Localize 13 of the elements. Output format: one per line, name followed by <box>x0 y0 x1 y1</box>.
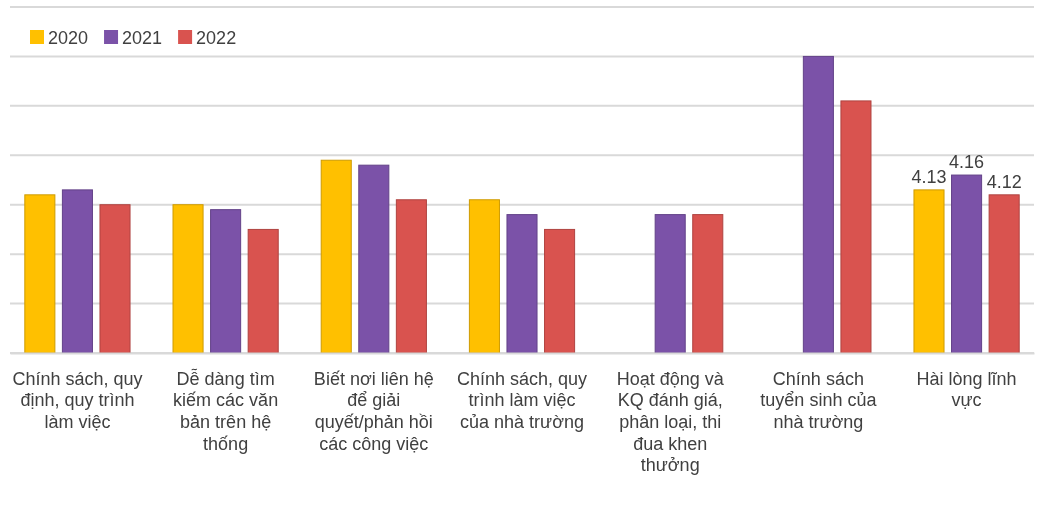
x-tick-label: Hoạt động và KQ đánh giá, phân loại, thi đua khen thưởng <box>616 368 725 476</box>
data-label: 4.13 <box>911 166 947 187</box>
data-label: 4.16 <box>949 152 985 173</box>
legend-label: 2022 <box>196 28 237 48</box>
legend-label: 2021 <box>122 28 163 48</box>
x-tick-label: Hài lòng lĩnh vực <box>916 368 1017 411</box>
x-tick-label: Biết nơi liên hệ để giải quyết/phản hồi các công việc <box>313 368 434 454</box>
x-tick-label: Chính sách tuyển sinh của nhà trường <box>760 368 878 432</box>
legend-label: 2020 <box>48 28 89 48</box>
x-tick-label: Chính sách, quy định, quy trình làm việc <box>12 368 143 432</box>
x-tick-label: Chính sách, quy trình làm việc của nhà trường <box>456 368 588 432</box>
x-tick-label: Dễ dàng tìm kiếm các văn bản trên hệ thống <box>173 367 279 454</box>
data-label: 4.12 <box>986 171 1022 192</box>
